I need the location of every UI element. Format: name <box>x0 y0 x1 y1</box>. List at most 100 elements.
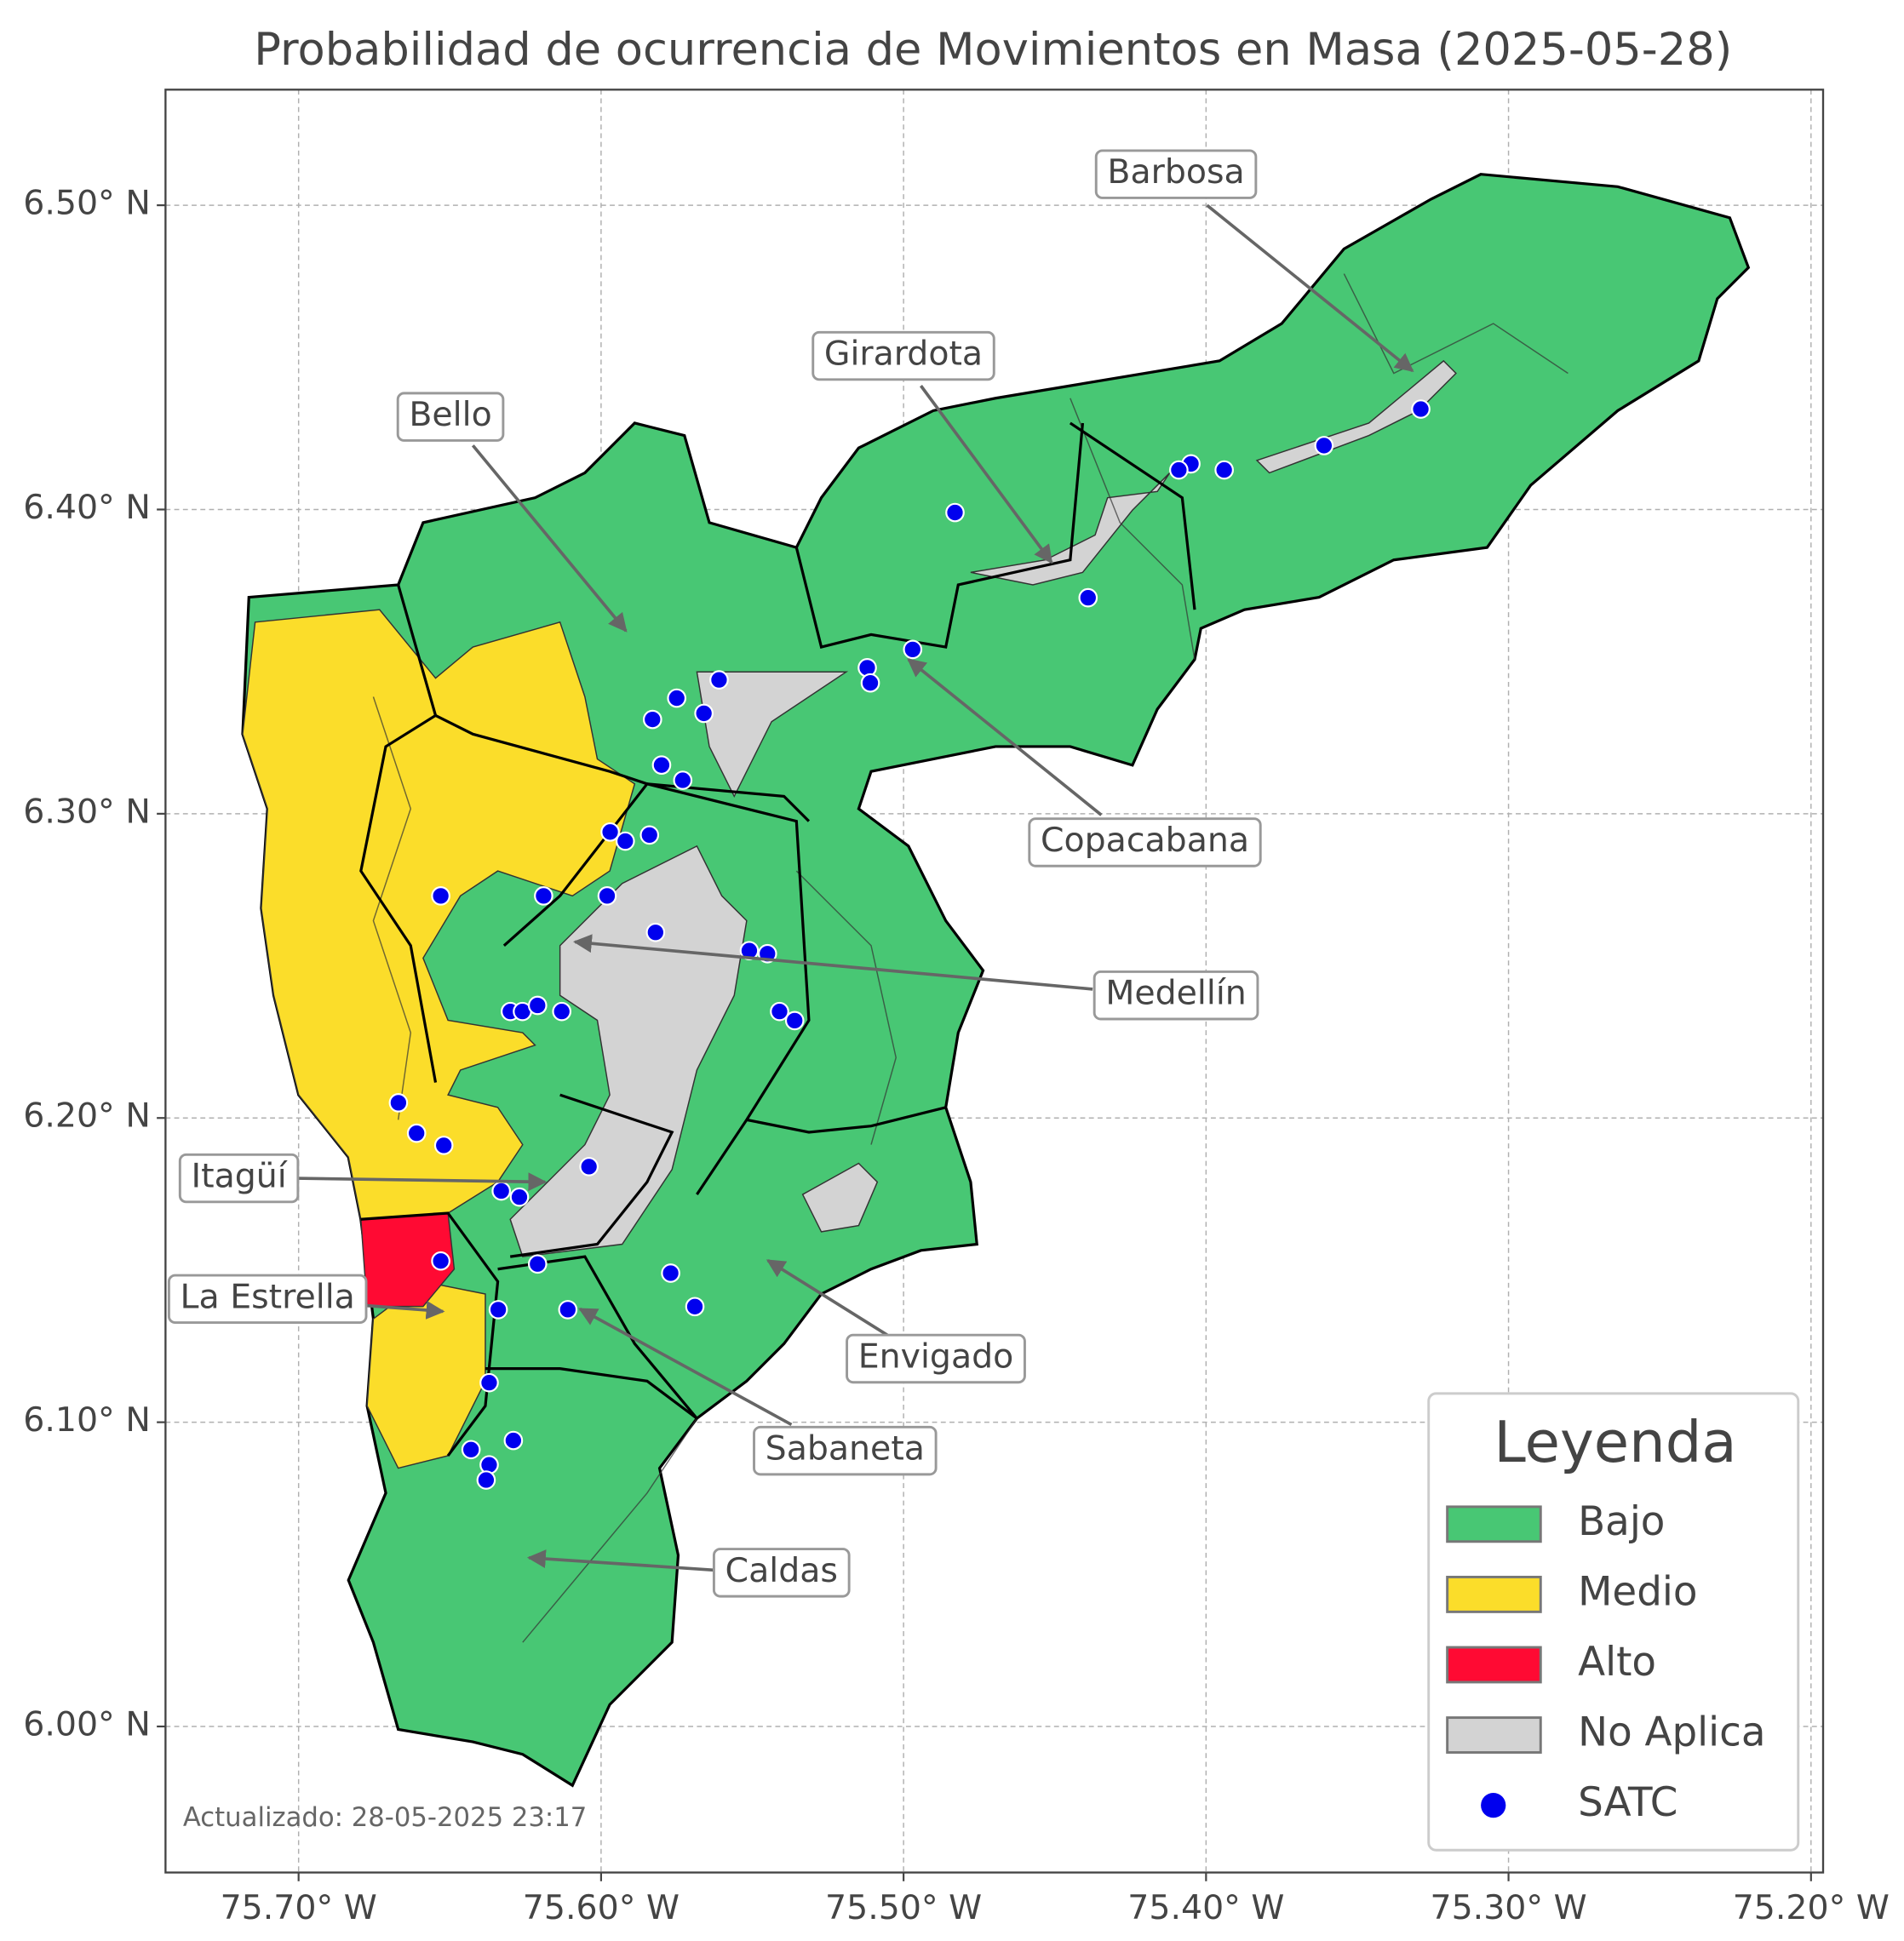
annotation-label: La Estrella <box>181 1277 355 1316</box>
annotation-label: Caldas <box>725 1551 838 1590</box>
satc-point <box>491 1181 511 1201</box>
legend-swatch <box>1446 1716 1542 1754</box>
satc-point <box>1214 460 1234 480</box>
legend-label: Alto <box>1578 1640 1656 1686</box>
annotation-label: Barbosa <box>1107 152 1244 192</box>
satc-point <box>673 770 693 790</box>
satc-point <box>784 1011 805 1031</box>
satc-point <box>645 922 666 942</box>
satc-point <box>479 1372 499 1393</box>
satc-point <box>661 1263 680 1283</box>
annotation-label: Medellín <box>1105 974 1246 1013</box>
satc-point <box>503 1430 524 1451</box>
annotation-box <box>811 330 995 381</box>
x-tick-label: 75.20° W <box>1733 1888 1890 1927</box>
satc-point <box>431 1251 450 1271</box>
municipalities <box>241 173 1751 1788</box>
annotation-label: Sabaneta <box>766 1429 925 1469</box>
satc-point <box>406 1123 427 1143</box>
satc-point <box>476 1470 496 1490</box>
satc-point <box>431 886 450 906</box>
x-tick-label: 75.30° W <box>1430 1888 1586 1927</box>
satc-point <box>1314 436 1334 455</box>
satc-point <box>527 995 548 1016</box>
satc-point <box>534 886 553 906</box>
annotation-label: Envigado <box>858 1337 1014 1376</box>
border <box>746 1106 947 1134</box>
urban-medellin <box>509 845 748 1257</box>
annotation-box <box>1028 817 1262 867</box>
satc-point <box>552 1001 572 1022</box>
x-tick-label: 75.70° W <box>221 1888 377 1927</box>
annotation-label: Girardota <box>824 335 983 374</box>
satc-point <box>1169 460 1189 480</box>
satc-point <box>388 1093 409 1113</box>
legend-swatch <box>1446 1575 1542 1613</box>
footer: Actualizado: 28-05-2025 23:17 <box>183 1803 587 1833</box>
satc-point <box>433 1136 454 1155</box>
border <box>485 1367 698 1420</box>
title: Probabilidad de ocurrencia de Movimiento… <box>254 24 1732 76</box>
urban-bello <box>696 671 849 799</box>
satc-point <box>488 1300 508 1320</box>
annotations: Barbosa Girardota Bello Copacabana Medellín I… <box>167 149 1414 1598</box>
legend: Leyenda Bajo Medio Alto No Aplica SATC <box>1427 1392 1800 1852</box>
satc-point <box>709 670 729 690</box>
satc-point <box>1411 399 1431 419</box>
y-tick-label: 6.00° N <box>23 1705 151 1744</box>
annotation-box <box>396 392 505 442</box>
annotation-label: Itagüí <box>191 1157 287 1196</box>
annotation-box <box>178 1153 300 1204</box>
satc-point <box>642 709 662 730</box>
annotation-box <box>712 1548 851 1598</box>
annotation-arrow <box>766 1258 888 1337</box>
satc-point <box>685 1297 705 1317</box>
border <box>509 1093 674 1258</box>
annotation-box <box>167 1274 368 1325</box>
satc-point <box>903 639 923 660</box>
annotation-arrow <box>919 385 1053 564</box>
annotation-arrow <box>526 1549 716 1572</box>
border <box>434 713 811 822</box>
annotation-box <box>1093 970 1259 1021</box>
satc-point <box>667 688 687 708</box>
annotation-arrow <box>573 934 1093 991</box>
satc-points <box>388 399 1431 1490</box>
annotation-box <box>846 1333 1026 1384</box>
x-tick-label: 75.60° W <box>523 1888 680 1927</box>
urban-barbosa <box>1255 359 1457 474</box>
satc-point <box>600 822 620 842</box>
x-tick-label: 75.40° W <box>1127 1888 1284 1927</box>
legend-label: Bajo <box>1578 1499 1665 1545</box>
satc-point <box>461 1440 481 1460</box>
satc-point <box>1078 587 1098 608</box>
satc-point <box>509 1187 530 1207</box>
annotation-label: Bello <box>409 395 491 434</box>
muni-line <box>795 870 897 1145</box>
annotation-arrow <box>360 1301 445 1320</box>
legend-swatch <box>1446 1505 1542 1543</box>
plot-frame <box>164 89 1825 1874</box>
satc-point <box>694 703 714 724</box>
y-tick-label: 6.50° N <box>23 184 151 223</box>
legend-label: Medio <box>1578 1569 1697 1615</box>
annotation-box <box>753 1425 938 1476</box>
annotation-box <box>1094 149 1258 199</box>
urban-envigado <box>801 1162 879 1233</box>
annotation-arrow <box>471 444 628 633</box>
satc-point <box>860 673 880 693</box>
annotation-arrow <box>907 658 1103 816</box>
muni-line <box>1343 273 1569 375</box>
muni-line <box>1070 398 1196 660</box>
annotation-arrow <box>1206 203 1414 373</box>
border <box>360 1211 500 1457</box>
annotation-arrow <box>295 1172 548 1192</box>
legend-marker <box>1481 1793 1506 1818</box>
x-tick-label: 75.50° W <box>825 1888 982 1927</box>
legend-swatch <box>1446 1646 1542 1684</box>
border <box>794 422 1085 649</box>
muni-line <box>522 1417 698 1643</box>
satc-point <box>651 755 672 776</box>
